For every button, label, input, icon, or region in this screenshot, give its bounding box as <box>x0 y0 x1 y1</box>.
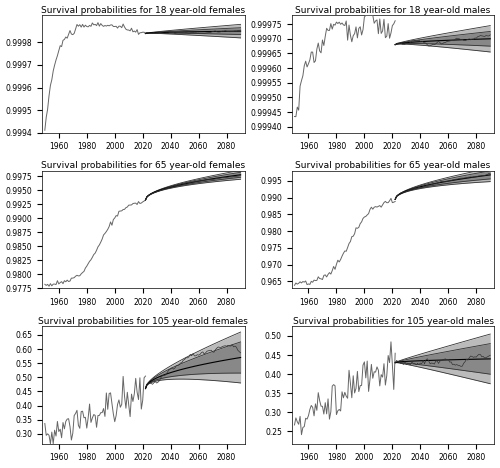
Title: Survival probabilities for 105 year-old males: Survival probabilities for 105 year-old … <box>292 317 494 326</box>
Title: Survival probabilities for 105 year-old females: Survival probabilities for 105 year-old … <box>38 317 248 326</box>
Title: Survival probabilities for 65 year-old males: Survival probabilities for 65 year-old m… <box>296 161 490 170</box>
Title: Survival probabilities for 18 year-old females: Survival probabilities for 18 year-old f… <box>42 6 246 15</box>
Title: Survival probabilities for 18 year-old males: Survival probabilities for 18 year-old m… <box>296 6 490 15</box>
Title: Survival probabilities for 65 year-old females: Survival probabilities for 65 year-old f… <box>42 161 246 170</box>
